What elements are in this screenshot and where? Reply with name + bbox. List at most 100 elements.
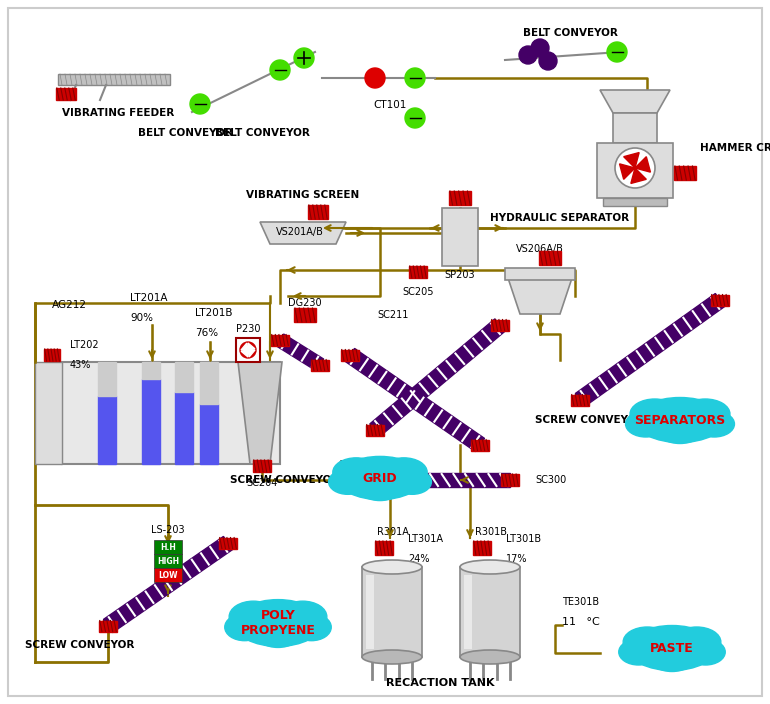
Text: VS201A/B: VS201A/B	[276, 227, 324, 237]
Text: SCREW CONVEYOR: SCREW CONVEYOR	[230, 475, 340, 485]
Text: 11   °C: 11 °C	[562, 617, 600, 627]
Text: SP203: SP203	[445, 270, 475, 280]
Ellipse shape	[359, 477, 401, 501]
Ellipse shape	[681, 399, 730, 429]
Bar	[99, 620, 117, 631]
Text: HIGH: HIGH	[157, 556, 179, 565]
Bar	[473, 541, 491, 555]
Polygon shape	[635, 157, 651, 172]
Polygon shape	[624, 153, 639, 168]
Circle shape	[270, 60, 290, 80]
Text: VIBRATING SCREEN: VIBRATING SCREEN	[246, 190, 360, 200]
Circle shape	[607, 42, 627, 62]
Ellipse shape	[658, 418, 702, 444]
Ellipse shape	[630, 399, 680, 429]
Text: 76%: 76%	[195, 328, 218, 338]
Bar	[154, 554, 182, 568]
Bar	[253, 460, 271, 472]
Polygon shape	[58, 74, 170, 85]
Ellipse shape	[672, 627, 721, 657]
Text: TE301B: TE301B	[562, 597, 599, 607]
Text: SC205: SC205	[402, 287, 434, 297]
Ellipse shape	[623, 627, 671, 657]
Polygon shape	[248, 350, 255, 357]
Bar	[366, 425, 384, 436]
Ellipse shape	[460, 560, 520, 574]
Bar	[409, 266, 427, 278]
Ellipse shape	[229, 601, 277, 632]
Circle shape	[240, 342, 256, 358]
Text: SEPARATORS: SEPARATORS	[634, 413, 725, 427]
Text: RECACTION TANK: RECACTION TANK	[386, 678, 494, 688]
Bar	[56, 88, 76, 100]
Text: 17%: 17%	[506, 554, 527, 564]
Circle shape	[365, 68, 385, 88]
Text: H.H: H.H	[160, 543, 176, 551]
Bar	[175, 392, 193, 464]
Ellipse shape	[628, 625, 716, 670]
Text: SCREW CONVEYOR: SCREW CONVEYOR	[25, 640, 135, 650]
Bar	[711, 294, 729, 306]
Polygon shape	[620, 164, 635, 180]
Text: R301B: R301B	[475, 527, 507, 537]
Bar	[442, 208, 478, 266]
Circle shape	[531, 39, 549, 57]
Text: GRID: GRID	[363, 472, 397, 484]
Text: LS-203: LS-203	[151, 525, 185, 535]
Bar	[674, 166, 696, 180]
Bar	[142, 379, 160, 464]
Text: R301A: R301A	[377, 527, 409, 537]
Bar	[175, 362, 193, 392]
Text: SC204: SC204	[246, 478, 278, 488]
Bar	[219, 537, 237, 548]
Circle shape	[615, 148, 655, 188]
Text: HAMMER CRUSHER: HAMMER CRUSHER	[700, 143, 770, 153]
Ellipse shape	[650, 646, 694, 672]
Text: LT301A: LT301A	[408, 534, 443, 544]
Ellipse shape	[279, 601, 326, 632]
Text: SC211: SC211	[377, 310, 408, 320]
Ellipse shape	[393, 470, 431, 494]
Text: POLY
PROPYENE: POLY PROPYENE	[240, 609, 316, 637]
Bar	[308, 205, 328, 219]
Polygon shape	[631, 168, 646, 184]
Text: LT202: LT202	[70, 340, 99, 350]
Circle shape	[294, 48, 314, 68]
Bar	[539, 251, 561, 265]
Bar	[505, 268, 575, 280]
Bar	[471, 439, 489, 451]
Text: P230: P230	[236, 324, 260, 334]
Polygon shape	[241, 343, 248, 350]
Text: CT101: CT101	[373, 100, 407, 110]
Ellipse shape	[685, 639, 725, 665]
Text: LT201A: LT201A	[130, 293, 168, 303]
Ellipse shape	[635, 398, 725, 443]
Circle shape	[519, 46, 537, 64]
Ellipse shape	[225, 614, 264, 641]
Ellipse shape	[380, 458, 427, 486]
Ellipse shape	[362, 560, 422, 574]
Bar	[44, 349, 60, 361]
Bar	[236, 338, 260, 362]
Ellipse shape	[625, 411, 666, 437]
Ellipse shape	[619, 639, 658, 665]
Bar	[362, 567, 422, 657]
Bar	[449, 191, 471, 205]
Ellipse shape	[337, 456, 423, 500]
Polygon shape	[276, 334, 323, 371]
Bar	[597, 143, 673, 198]
Bar	[366, 575, 374, 649]
Text: LOW: LOW	[159, 570, 178, 579]
Bar	[464, 575, 472, 649]
Bar	[154, 540, 182, 554]
Text: LT301B: LT301B	[506, 534, 541, 544]
Ellipse shape	[460, 650, 520, 664]
Circle shape	[190, 94, 210, 114]
Bar	[35, 362, 62, 464]
Bar	[571, 394, 589, 406]
Bar	[613, 113, 657, 143]
Polygon shape	[508, 278, 572, 314]
Polygon shape	[241, 350, 248, 357]
Bar	[460, 567, 520, 657]
Circle shape	[405, 68, 425, 88]
